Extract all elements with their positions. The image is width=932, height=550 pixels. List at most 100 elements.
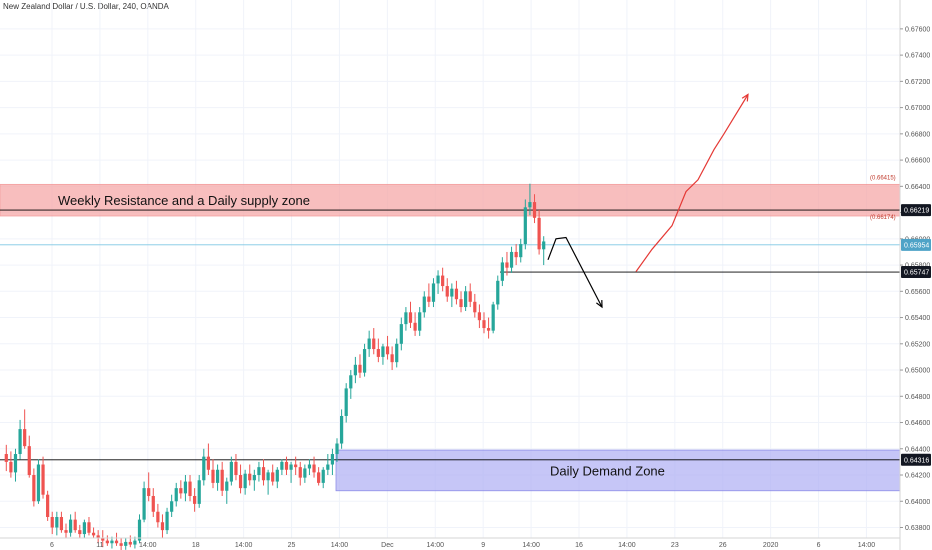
candle-body [509, 251, 514, 268]
candle-body [170, 501, 174, 512]
candle-body [156, 511, 160, 523]
y-tick-label: 0.65000 [905, 368, 930, 375]
candle-body [441, 275, 445, 287]
x-tick-label: Dec [381, 542, 394, 549]
candle-body [542, 241, 546, 250]
x-tick-label: 14:00 [427, 542, 445, 549]
candle-body [372, 338, 376, 350]
candle-body [459, 299, 463, 308]
y-tick-label: 0.67600 [905, 26, 930, 33]
candle-body [188, 481, 192, 497]
candle-body [468, 291, 472, 302]
candle-body [418, 312, 422, 331]
candle-body [321, 469, 325, 483]
candle-body [252, 475, 256, 481]
candle-body [27, 446, 31, 476]
candle-body [261, 467, 266, 481]
chart-title: New Zealand Dollar / U.S. Dollar, 240, O… [3, 2, 169, 11]
candle-body [395, 343, 399, 363]
candle-body [404, 312, 408, 325]
candle-body [183, 481, 188, 494]
y-tick-label: 0.66800 [905, 131, 930, 138]
candle-body [491, 304, 495, 331]
candle-body [133, 540, 137, 545]
x-tick-label: 18 [192, 542, 200, 549]
y-tick-label: 0.67000 [905, 105, 930, 112]
candle-body [36, 464, 41, 502]
y-tick-label: 0.64400 [905, 446, 930, 453]
candle-body [68, 519, 73, 533]
candle-body [32, 475, 36, 502]
candle-body [427, 296, 431, 302]
candle-body [339, 415, 344, 444]
candle-body [450, 288, 454, 297]
candle-body [528, 202, 532, 208]
x-tick-label: 6 [817, 542, 821, 549]
candle-body [59, 517, 64, 531]
candle-body [4, 454, 8, 462]
price-badge [901, 204, 931, 217]
candle-body [215, 469, 220, 483]
price-badge [901, 238, 931, 251]
price-badge [901, 453, 931, 466]
candle-body [408, 312, 413, 323]
candle-body [298, 467, 302, 478]
candle-body [238, 475, 243, 489]
x-tick-label: 14:00 [618, 542, 636, 549]
candle-body [367, 338, 371, 350]
candle-body [385, 346, 390, 355]
zone-price-tag: (0.66415) [870, 175, 896, 181]
candle-body [18, 429, 22, 455]
x-tick-label: 6 [50, 542, 54, 549]
chart-grid [0, 0, 900, 538]
candle-body [445, 286, 449, 297]
candle-body [330, 454, 335, 465]
candle-body [312, 464, 316, 473]
candle-body [431, 283, 436, 302]
candle-body [110, 540, 114, 544]
candle-body [82, 522, 86, 535]
candle-body [87, 522, 91, 533]
y-tick-label: 0.65600 [905, 289, 930, 296]
bearish-projection [547, 236, 603, 308]
candle-body [537, 217, 541, 250]
candle-body [257, 467, 261, 476]
candle-body [477, 312, 482, 321]
candle-body [307, 464, 312, 469]
candle-body [344, 388, 348, 416]
candle-body [23, 429, 27, 447]
candle-body [500, 262, 504, 281]
demand-zone [335, 449, 901, 492]
y-tick-label: 0.64800 [905, 394, 930, 401]
x-tick-label: 2020 [763, 542, 779, 549]
candle-body [101, 538, 105, 541]
candle-body [193, 496, 197, 504]
candle-body [496, 280, 500, 305]
price-badge-label: 0.65747 [904, 270, 929, 277]
x-tick-label: 11 [96, 542, 103, 549]
projections-layer [547, 93, 749, 309]
candle-body [335, 443, 339, 455]
candle-body [505, 262, 509, 268]
candle-body [303, 468, 307, 478]
candle-body [64, 530, 68, 533]
candle-body [294, 464, 298, 468]
candle-body [119, 543, 123, 546]
y-tick-label: 0.64000 [905, 499, 930, 506]
y-tick-label: 0.67400 [905, 53, 930, 60]
x-tick-label: 14:00 [522, 542, 540, 549]
candle-body [114, 540, 119, 544]
candle-body [243, 473, 247, 489]
price-badge-label: 0.66219 [904, 208, 929, 215]
candle-body [486, 328, 491, 331]
candle-body [381, 346, 385, 357]
y-tick-label: 0.63800 [905, 525, 930, 532]
candle-body [464, 291, 468, 308]
candle-body [91, 532, 96, 536]
candle-body [413, 322, 417, 331]
candle-body [55, 517, 59, 528]
x-tick-label: 23 [671, 542, 679, 549]
candle-body [73, 519, 77, 531]
candle-body [96, 535, 100, 538]
